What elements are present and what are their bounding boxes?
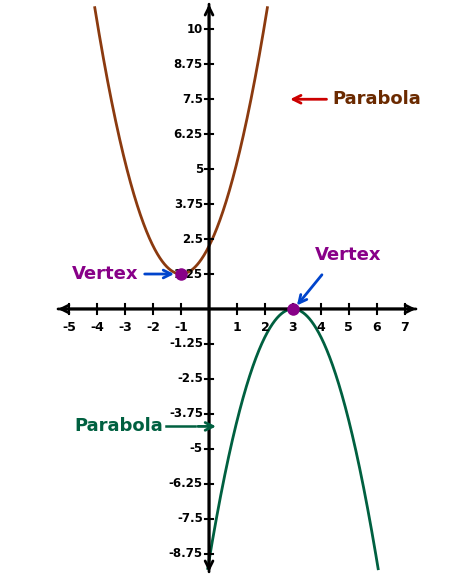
Text: -4: -4 — [90, 321, 104, 334]
Text: -2.5: -2.5 — [177, 372, 203, 385]
Text: Parabola: Parabola — [75, 418, 164, 435]
Text: -5: -5 — [62, 321, 76, 334]
Text: 7: 7 — [401, 321, 409, 334]
Text: -7.5: -7.5 — [177, 512, 203, 525]
Text: 4: 4 — [317, 321, 325, 334]
Text: Vertex: Vertex — [72, 265, 138, 283]
Text: -1: -1 — [174, 321, 188, 334]
Text: 7.5: 7.5 — [182, 93, 203, 106]
Text: 3: 3 — [289, 321, 297, 334]
Text: -8.75: -8.75 — [169, 547, 203, 560]
Text: -1.25: -1.25 — [169, 338, 203, 350]
Text: -2: -2 — [146, 321, 160, 334]
Text: 2: 2 — [261, 321, 269, 334]
Text: 5: 5 — [345, 321, 353, 334]
Text: 3.75: 3.75 — [174, 198, 203, 211]
Text: 8.75: 8.75 — [173, 58, 203, 71]
Text: 6.25: 6.25 — [173, 128, 203, 141]
Text: Parabola: Parabola — [332, 90, 421, 108]
Text: 1.25: 1.25 — [174, 267, 203, 281]
Text: 5: 5 — [195, 162, 203, 176]
Text: -3.75: -3.75 — [169, 407, 203, 420]
Text: 6: 6 — [373, 321, 381, 334]
Text: -5: -5 — [190, 442, 203, 455]
Text: -3: -3 — [118, 321, 132, 334]
Text: Vertex: Vertex — [315, 246, 382, 264]
Text: -6.25: -6.25 — [169, 478, 203, 490]
Text: 1: 1 — [233, 321, 241, 334]
Text: 10: 10 — [187, 23, 203, 36]
Text: 2.5: 2.5 — [182, 233, 203, 245]
